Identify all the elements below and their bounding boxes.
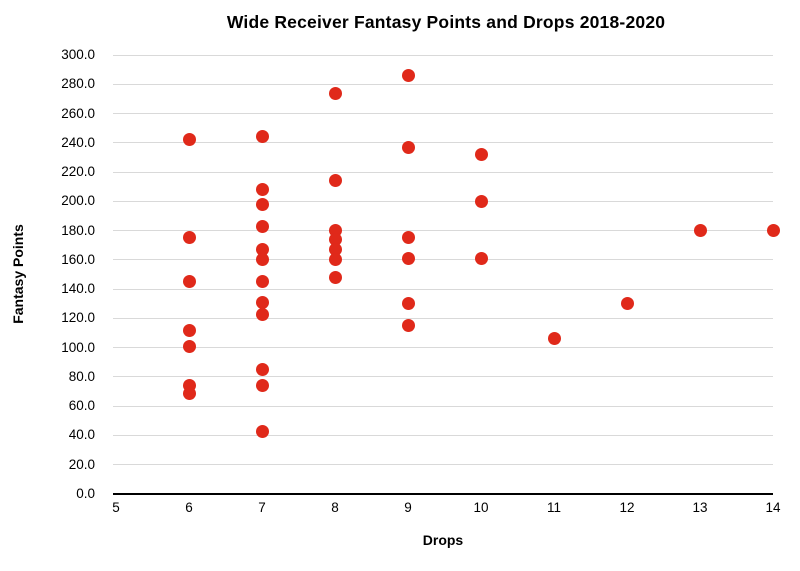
y-tick-label: 180.0 [61, 222, 95, 238]
x-tick-label: 7 [258, 500, 266, 515]
data-point [620, 297, 634, 311]
x-tick-label: 5 [112, 500, 120, 515]
x-tick-label: 8 [331, 500, 339, 515]
gridline [113, 434, 773, 436]
gridline [113, 376, 773, 378]
data-point [328, 174, 342, 188]
data-point [182, 386, 196, 400]
data-point [182, 339, 196, 353]
x-tick-label: 14 [765, 500, 781, 515]
data-point [255, 363, 269, 377]
y-tick-label: 160.0 [61, 251, 95, 267]
data-point [328, 270, 342, 284]
gridline [113, 317, 773, 319]
gridline [113, 171, 773, 173]
y-tick-label: 300.0 [61, 47, 95, 62]
data-point [255, 130, 269, 144]
y-tick-label: 140.0 [61, 281, 95, 297]
y-tick-label: 280.0 [61, 76, 95, 92]
gridline [113, 83, 773, 85]
x-tick-label: 12 [619, 500, 635, 515]
data-point [474, 251, 488, 265]
gridline [113, 464, 773, 466]
y-tick-label: 60.0 [68, 398, 95, 414]
x-tick-label: 9 [404, 500, 412, 515]
data-point [255, 183, 269, 197]
data-point [182, 231, 196, 245]
gridline [113, 288, 773, 290]
y-tick-label: 200.0 [61, 193, 95, 209]
data-point [474, 148, 488, 161]
x-tick-label: 6 [185, 500, 193, 515]
data-point [474, 194, 488, 208]
y-tick-label: 0.0 [76, 486, 95, 501]
x-axis-line [113, 493, 773, 495]
data-point [766, 224, 780, 238]
gridline [113, 200, 773, 202]
y-tick-label: 260.0 [61, 105, 95, 121]
data-point [401, 319, 415, 333]
x-tick-label: 13 [692, 500, 708, 515]
plot-area [113, 54, 780, 495]
data-point [328, 232, 342, 246]
data-point [693, 224, 707, 238]
data-point [255, 295, 269, 309]
gridline [113, 142, 773, 144]
gridline [113, 113, 773, 115]
data-point [328, 253, 342, 267]
data-point [255, 275, 269, 289]
data-point [255, 307, 269, 321]
y-tick-label: 40.0 [68, 427, 95, 443]
data-point [328, 243, 342, 257]
data-point [182, 275, 196, 289]
y-tick-label: 220.0 [61, 164, 95, 180]
data-point [401, 297, 415, 311]
y-tick-label: 20.0 [68, 456, 95, 472]
data-point [401, 140, 415, 154]
data-point [255, 424, 269, 438]
data-point [401, 68, 415, 82]
gridline [113, 230, 773, 232]
y-tick-label: 100.0 [61, 339, 95, 355]
y-tick-label: 240.0 [61, 134, 95, 150]
gridline [113, 347, 773, 349]
y-tick-label: 80.0 [68, 368, 95, 384]
data-point [255, 197, 269, 211]
x-axis-label: Drops [422, 532, 464, 548]
y-tick-label: 120.0 [61, 310, 95, 326]
data-point [401, 231, 415, 245]
data-point [255, 379, 269, 393]
data-point [255, 219, 269, 233]
gridline [113, 405, 773, 407]
x-tick-label: 11 [546, 500, 561, 515]
gridline [113, 259, 773, 261]
data-point [182, 133, 196, 147]
gridline [113, 54, 773, 56]
data-point [255, 253, 269, 267]
data-point [401, 251, 415, 265]
data-point [182, 323, 196, 337]
chart-title: Wide Receiver Fantasy Points and Drops 2… [226, 12, 666, 32]
x-tick-label: 10 [473, 500, 489, 515]
data-point [328, 86, 342, 100]
data-point [547, 332, 561, 346]
data-point [255, 243, 269, 257]
